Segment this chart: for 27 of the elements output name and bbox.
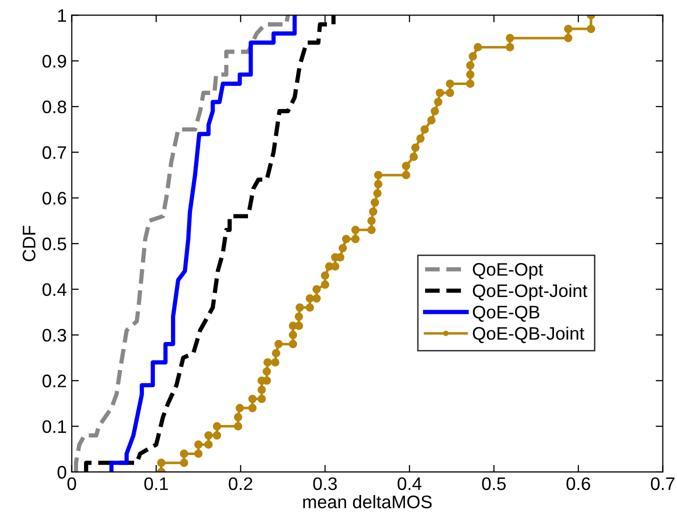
legend-label: QoE-Opt-Joint [472,284,588,301]
line-series [74,15,290,472]
x-tick-label: 0.7 [650,477,674,490]
y-tick-label: 0.1 [42,420,66,434]
x-tick-label: 0.1 [144,477,168,490]
x-tick-label: 0.5 [482,477,506,490]
x-tick-label: 0.4 [398,477,422,490]
x-tick-label: 0 [67,477,76,490]
x-tick-label: 0.3 [313,477,337,490]
y-tick-label: 0 [58,466,66,479]
y-tick-label: 1 [58,9,66,22]
y-tick-label: 0.8 [42,100,66,114]
legend-label: QoE-QB [472,306,540,322]
y-tick-label: 0.2 [42,374,66,388]
y-tick-label: 0.9 [42,54,66,68]
y-axis-title: CDF [22,226,36,262]
y-tick-label: 0.4 [42,283,66,296]
x-axis-title: mean deltaMOS [303,495,432,508]
x-tick-label: 0.2 [228,477,252,490]
line-series [109,15,297,472]
y-tick-label: 0.5 [42,238,66,250]
y-tick-label: 0.3 [42,328,66,342]
x-tick-label: 0.6 [566,477,590,490]
legend-label: QoE-QB-Joint [472,326,584,344]
legend-label: QoE-Opt [472,263,544,280]
y-tick-label: 0.6 [42,192,66,205]
y-tick-label: 0.7 [42,146,66,159]
